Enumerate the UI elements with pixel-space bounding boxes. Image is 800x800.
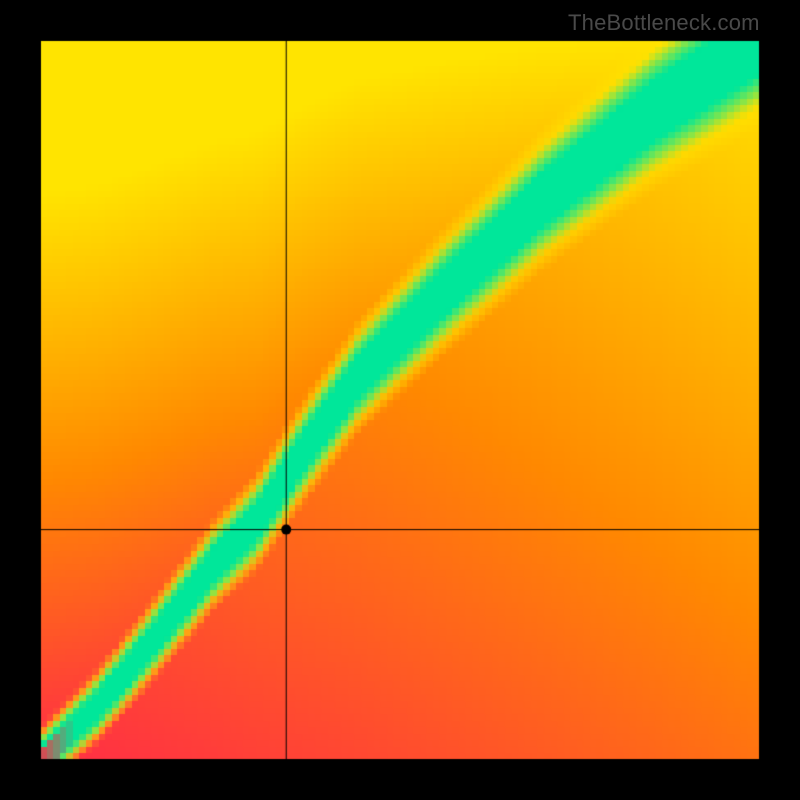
chart-container: { "watermark": { "text": "TheBottleneck.… <box>0 0 800 800</box>
watermark-text: TheBottleneck.com <box>568 10 760 36</box>
bottleneck-heatmap <box>0 0 800 800</box>
